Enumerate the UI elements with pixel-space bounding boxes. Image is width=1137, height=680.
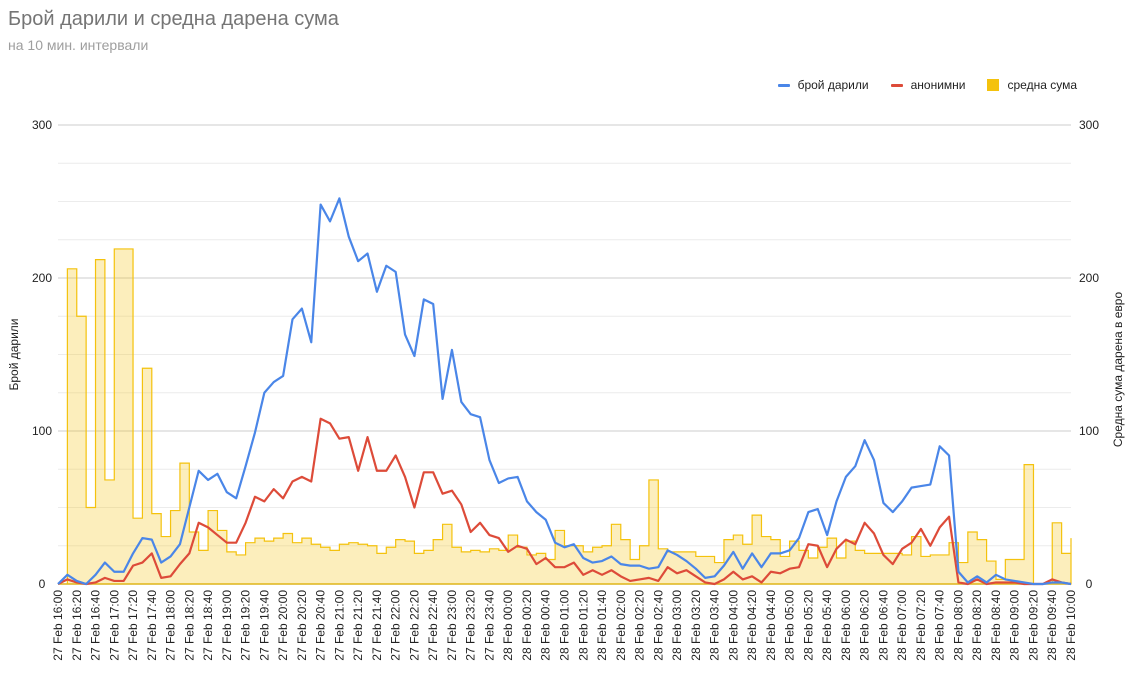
x-axis-tick-label: 28 Feb 03:00 bbox=[670, 590, 684, 661]
x-axis-tick-label: 28 Feb 05:00 bbox=[783, 590, 797, 661]
y-axis-tick-label: 300 bbox=[32, 118, 52, 132]
legend-swatch-anonymous bbox=[890, 83, 903, 87]
x-axis-tick-label: 28 Feb 00:20 bbox=[520, 590, 534, 661]
x-axis-tick-label: 28 Feb 08:20 bbox=[970, 590, 984, 661]
x-axis-tick-label: 27 Feb 23:20 bbox=[464, 590, 478, 661]
series-average-area bbox=[58, 248, 1072, 585]
x-axis-tick-label: 28 Feb 00:40 bbox=[539, 590, 553, 661]
x-axis-tick-label: 28 Feb 04:40 bbox=[764, 590, 778, 661]
x-axis-tick-label: 27 Feb 22:20 bbox=[407, 590, 421, 661]
x-axis-tick-label: 27 Feb 17:40 bbox=[145, 590, 159, 661]
x-axis-tick-label: 27 Feb 19:20 bbox=[239, 590, 253, 661]
x-axis-tick-label: 28 Feb 04:00 bbox=[726, 590, 740, 661]
x-axis-tick-label: 28 Feb 02:00 bbox=[614, 590, 628, 661]
x-axis-tick-label: 28 Feb 07:40 bbox=[933, 590, 947, 661]
x-axis-tick-label: 28 Feb 02:40 bbox=[651, 590, 665, 661]
legend-swatch-donors bbox=[777, 83, 790, 87]
x-axis-tick-label: 27 Feb 18:00 bbox=[164, 590, 178, 661]
x-axis-tick-label: 28 Feb 01:00 bbox=[558, 590, 572, 661]
x-axis-tick-label: 27 Feb 17:20 bbox=[126, 590, 140, 661]
x-axis-tick-label: 27 Feb 21:00 bbox=[332, 590, 346, 661]
x-axis-tick-label: 27 Feb 18:40 bbox=[201, 590, 215, 661]
legend-item-donors[interactable]: брой дарили bbox=[777, 78, 869, 92]
y-axis-tick-label: 200 bbox=[32, 271, 52, 285]
legend-item-anonymous[interactable]: анонимни bbox=[890, 78, 966, 92]
x-axis-tick-label: 28 Feb 04:20 bbox=[745, 590, 759, 661]
legend-label-donors: брой дарили bbox=[797, 78, 869, 92]
y-axis-title: Брой дарили bbox=[7, 318, 21, 390]
x-axis-tick-label: 27 Feb 21:20 bbox=[351, 590, 365, 661]
x-axis-tick-label: 28 Feb 09:00 bbox=[1008, 590, 1022, 661]
y2-axis-tick-label: 200 bbox=[1079, 271, 1099, 285]
x-axis-tick-label: 28 Feb 09:40 bbox=[1045, 590, 1059, 661]
chart-title: Брой дарили и средна дарена сума bbox=[8, 8, 339, 30]
x-axis-tick-label: 27 Feb 19:40 bbox=[257, 590, 271, 661]
x-axis-tick-label: 27 Feb 18:20 bbox=[182, 590, 196, 661]
x-axis-tick-label: 28 Feb 01:20 bbox=[576, 590, 590, 661]
y2-axis-tick-label: 0 bbox=[1086, 577, 1093, 591]
x-axis-tick-label: 28 Feb 06:20 bbox=[858, 590, 872, 661]
x-axis-tick-label: 27 Feb 17:00 bbox=[107, 590, 121, 661]
y2-axis-tick-label: 100 bbox=[1079, 424, 1099, 438]
x-axis-tick-label: 27 Feb 23:00 bbox=[445, 590, 459, 661]
y-axis-tick-label: 0 bbox=[39, 577, 46, 591]
x-axis-tick-label: 28 Feb 10:00 bbox=[1064, 590, 1078, 661]
x-axis-tick-label: 28 Feb 08:40 bbox=[989, 590, 1003, 661]
x-axis-tick-label: 27 Feb 21:40 bbox=[370, 590, 384, 661]
x-axis-tick-label: 27 Feb 20:40 bbox=[314, 590, 328, 661]
x-axis-tick-label: 28 Feb 06:00 bbox=[839, 590, 853, 661]
x-axis-tick-label: 28 Feb 07:00 bbox=[895, 590, 909, 661]
x-axis-tick-label: 27 Feb 23:40 bbox=[482, 590, 496, 661]
legend: брой дарили анонимни средна сума bbox=[777, 78, 1077, 92]
series-anonymous-line bbox=[57, 417, 1072, 586]
legend-item-average[interactable]: средна сума bbox=[987, 78, 1077, 92]
x-axis-tick-label: 27 Feb 16:40 bbox=[89, 590, 103, 661]
x-axis-tick-label: 27 Feb 16:20 bbox=[70, 590, 84, 661]
x-axis-tick-label: 28 Feb 07:20 bbox=[914, 590, 928, 661]
x-axis-tick-label: 28 Feb 03:40 bbox=[708, 590, 722, 661]
x-axis-tick-label: 28 Feb 03:20 bbox=[689, 590, 703, 661]
x-axis-tick-label: 27 Feb 19:00 bbox=[220, 590, 234, 661]
x-axis-tick-label: 28 Feb 05:20 bbox=[801, 590, 815, 661]
legend-label-anonymous: анонимни bbox=[910, 78, 966, 92]
x-axis-tick-label: 28 Feb 02:20 bbox=[633, 590, 647, 661]
x-axis-tick-label: 27 Feb 16:00 bbox=[51, 590, 65, 661]
x-axis-tick-label: 28 Feb 06:40 bbox=[876, 590, 890, 661]
legend-swatch-average bbox=[987, 79, 1000, 91]
y-axis-tick-label: 100 bbox=[32, 424, 52, 438]
x-axis-tick-label: 28 Feb 00:00 bbox=[501, 590, 515, 661]
x-axis-tick-label: 27 Feb 22:40 bbox=[426, 590, 440, 661]
x-axis-tick-label: 28 Feb 05:40 bbox=[820, 590, 834, 661]
x-axis-tick-label: 28 Feb 09:20 bbox=[1026, 590, 1040, 661]
x-axis-tick-label: 28 Feb 01:40 bbox=[595, 590, 609, 661]
y2-axis-title: Средна сума дарена в евро bbox=[1111, 292, 1125, 448]
legend-label-average: средна сума bbox=[1007, 78, 1077, 92]
x-axis-tick-label: 27 Feb 20:20 bbox=[295, 590, 309, 661]
chart-subtitle: на 10 мин. интервали bbox=[8, 37, 149, 53]
x-axis-tick-label: 27 Feb 20:00 bbox=[276, 590, 290, 661]
series-donors-line bbox=[57, 197, 1072, 586]
x-axis-tick-label: 28 Feb 08:00 bbox=[951, 590, 965, 661]
y2-axis-tick-label: 300 bbox=[1079, 118, 1099, 132]
x-axis-tick-label: 27 Feb 22:00 bbox=[389, 590, 403, 661]
